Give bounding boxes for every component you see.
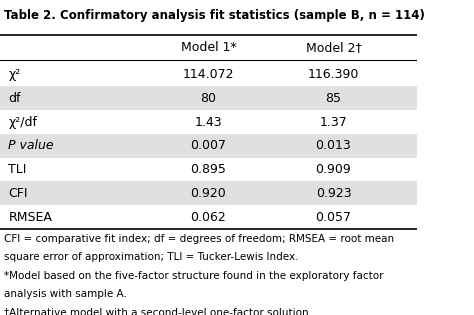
Text: Table 2. Confirmatory analysis fit statistics (sample B, n = 114): Table 2. Confirmatory analysis fit stati… [4,9,425,22]
Text: 80: 80 [201,92,217,105]
Text: TLI: TLI [9,163,27,176]
Text: 116.390: 116.390 [308,68,359,81]
Text: analysis with sample A.: analysis with sample A. [4,289,127,299]
Text: 0.013: 0.013 [316,139,351,152]
Text: df: df [9,92,21,105]
Text: χ²: χ² [9,68,20,81]
Text: CFI = comparative fit index; df = degrees of freedom; RMSEA = root mean: CFI = comparative fit index; df = degree… [4,234,394,244]
Text: P value: P value [9,139,54,152]
Text: Model 1*: Model 1* [181,41,236,54]
Text: 0.909: 0.909 [316,163,351,176]
Text: *Model based on the five-factor structure found in the exploratory factor: *Model based on the five-factor structur… [4,271,383,281]
Text: 0.062: 0.062 [191,210,226,224]
Bar [0,134,417,158]
Text: 0.923: 0.923 [316,187,351,200]
Text: 1.37: 1.37 [319,116,347,129]
Text: Model 2†: Model 2† [306,41,361,54]
Text: square error of approximation; TLI = Tucker-Lewis Index.: square error of approximation; TLI = Tuc… [4,252,299,262]
Text: 0.007: 0.007 [191,139,227,152]
Bar [0,86,417,110]
Text: 0.057: 0.057 [315,210,351,224]
Text: χ²/df: χ²/df [9,116,37,129]
Text: 1.43: 1.43 [195,116,222,129]
Text: RMSEA: RMSEA [9,210,52,224]
Text: 0.895: 0.895 [191,163,227,176]
Bar [0,181,417,205]
Text: 85: 85 [326,92,341,105]
Text: 0.920: 0.920 [191,187,226,200]
Text: 114.072: 114.072 [182,68,234,81]
Text: †Alternative model with a second-level one-factor solution.: †Alternative model with a second-level o… [4,308,312,315]
Text: CFI: CFI [9,187,28,200]
